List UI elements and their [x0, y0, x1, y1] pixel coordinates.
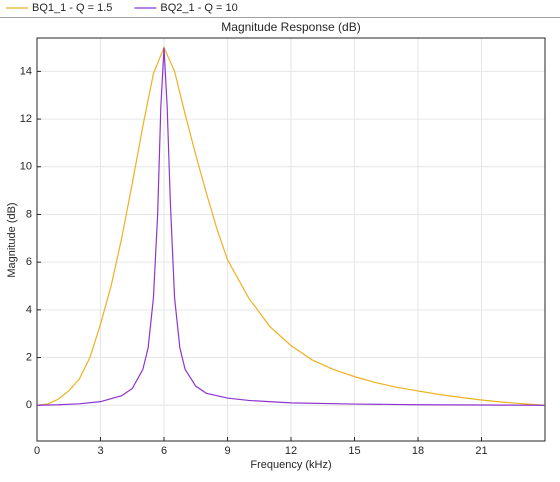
y-tick-label: 0	[26, 399, 32, 411]
series-line	[36, 46, 546, 406]
y-tick-label: 2	[26, 351, 32, 363]
x-tick-label: 18	[412, 445, 424, 457]
chart-title: Magnitude Response (dB)	[221, 20, 360, 34]
y-tick-label: 8	[26, 208, 32, 220]
legend-label: BQ2_1 - Q = 10	[160, 2, 237, 14]
series-line	[36, 47, 546, 406]
y-tick-label: 14	[20, 65, 32, 77]
legend-label: BQ1_1 - Q = 1.5	[32, 2, 112, 14]
x-tick-label: 0	[34, 445, 40, 457]
x-axis-label: Frequency (kHz)	[250, 459, 331, 471]
x-tick-label: 12	[285, 445, 297, 457]
y-axis-label: Magnitude (dB)	[6, 202, 18, 277]
y-tick-label: 4	[26, 304, 32, 316]
x-tick-label: 21	[475, 445, 487, 457]
plot-frame	[36, 37, 546, 442]
x-tick-label: 15	[348, 445, 360, 457]
y-tick-label: 6	[26, 256, 32, 268]
y-tick-label: 10	[20, 161, 32, 173]
x-tick-label: 3	[97, 445, 103, 457]
x-tick-label: 6	[161, 445, 167, 457]
x-tick-label: 9	[224, 445, 230, 457]
y-tick-label: 12	[20, 113, 32, 125]
